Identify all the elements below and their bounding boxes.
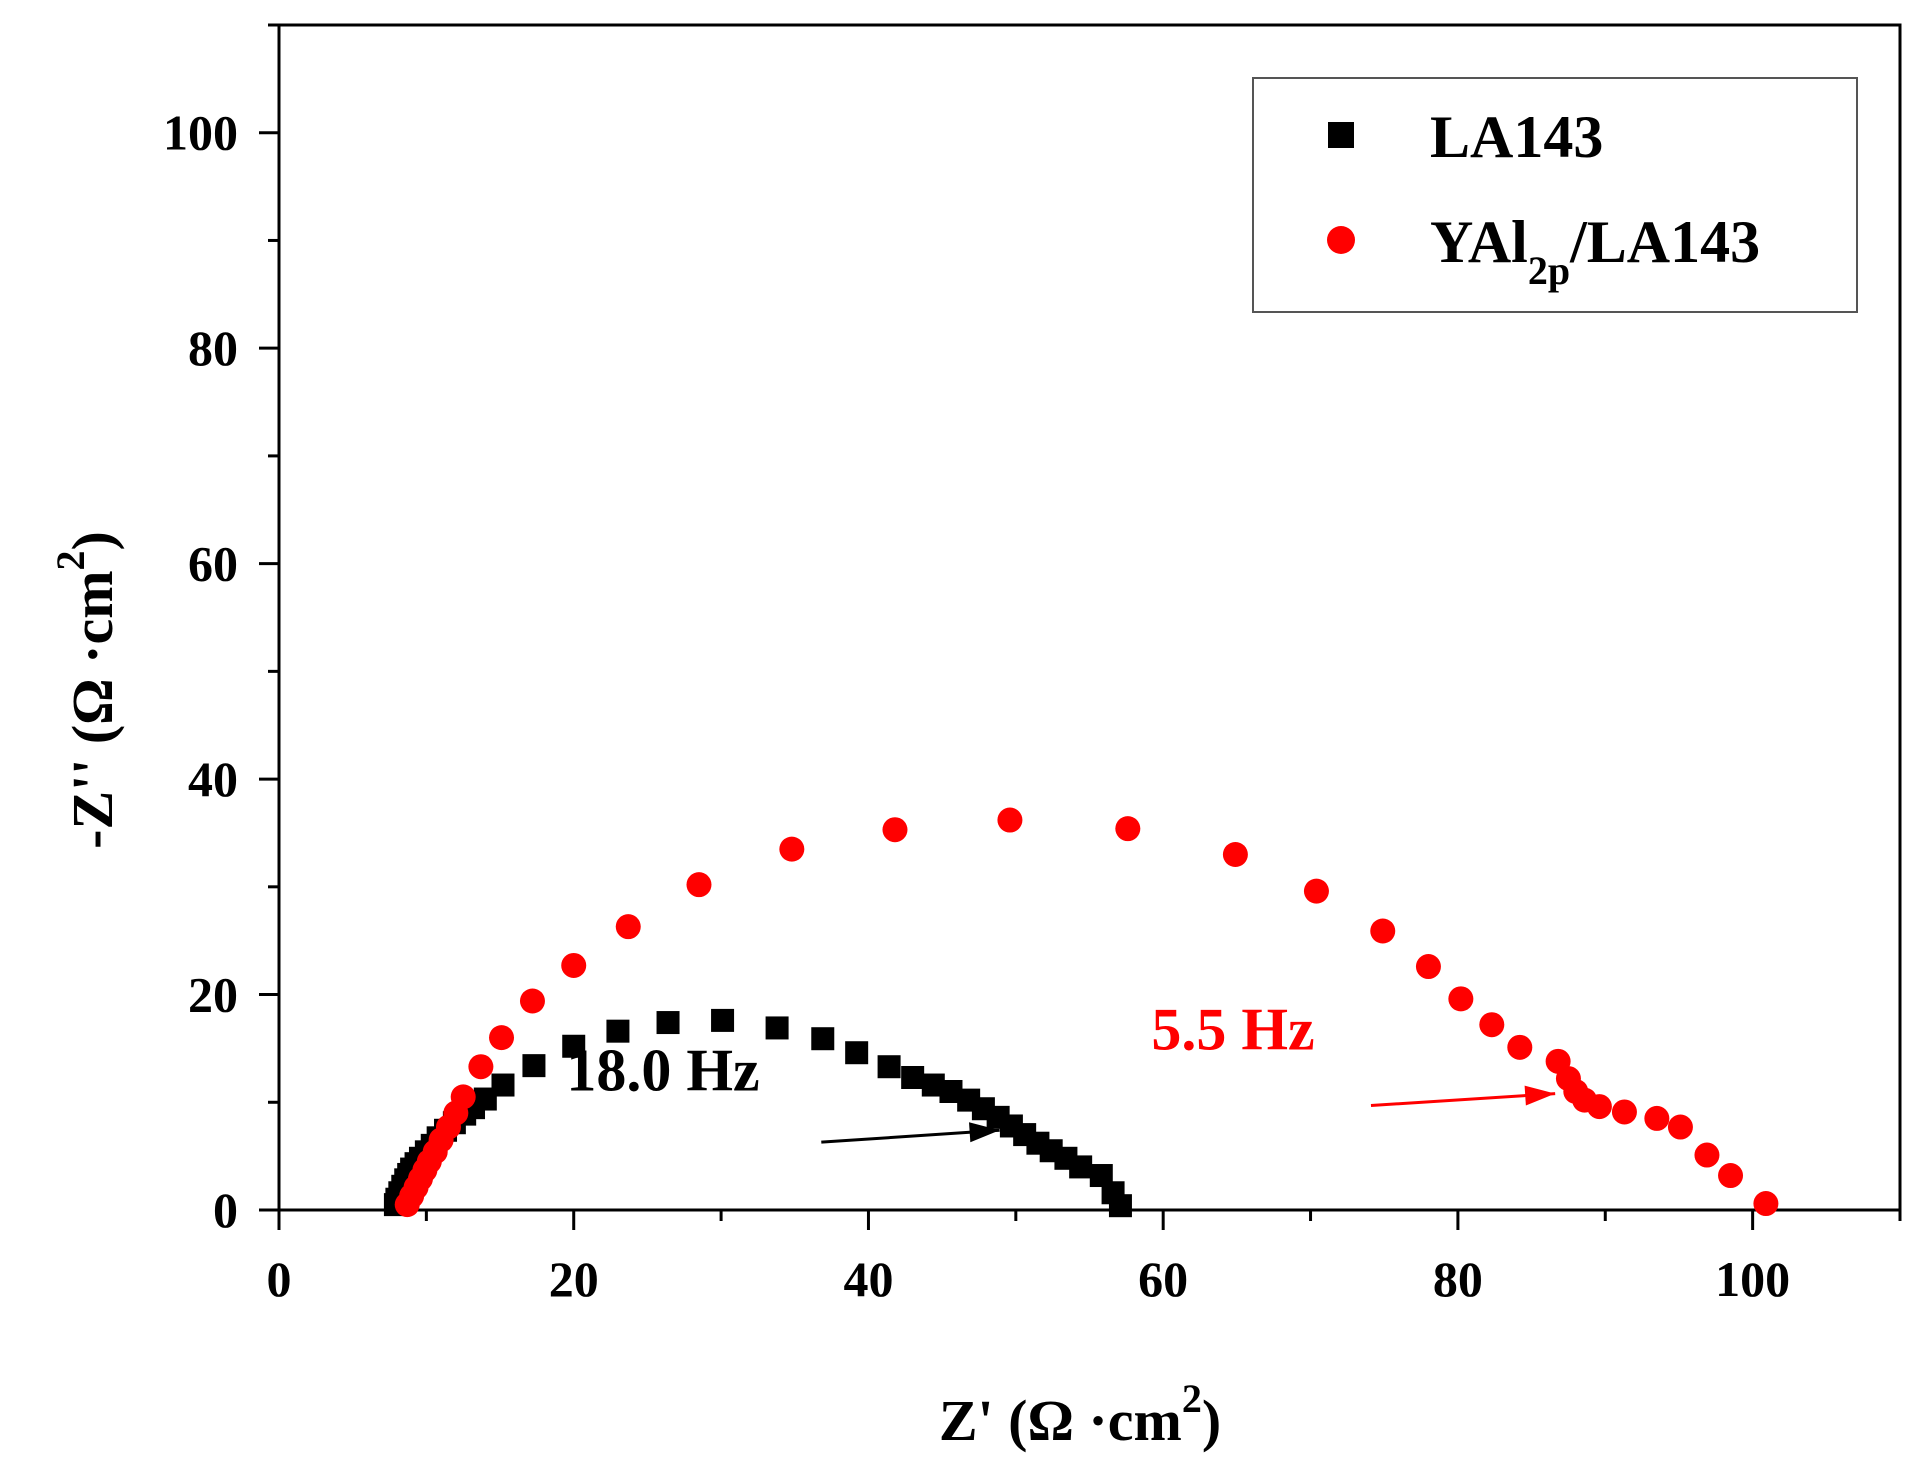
data-point	[1448, 986, 1474, 1012]
data-point	[1586, 1094, 1612, 1120]
legend-label-la143: LA143	[1430, 104, 1603, 170]
y-tick-label: 100	[163, 105, 238, 161]
data-point	[1415, 954, 1441, 980]
data-point	[656, 1011, 680, 1035]
y-tick-label: 80	[188, 320, 238, 376]
data-point	[473, 1087, 497, 1111]
data-point	[882, 817, 908, 843]
legend: LA143 YAl2p/LA143	[1252, 77, 1858, 313]
series-yal2p-la143	[394, 807, 1779, 1218]
data-point	[997, 807, 1023, 833]
data-point	[1370, 918, 1396, 944]
data-point	[779, 836, 805, 862]
plot-frame	[277, 23, 1902, 1212]
y-tick-label: 0	[213, 1182, 238, 1238]
data-point	[489, 1025, 515, 1051]
data-point	[845, 1041, 869, 1065]
data-point	[1718, 1163, 1744, 1189]
x-tick-label: 100	[1715, 1251, 1790, 1307]
data-point	[1303, 878, 1329, 904]
x-tick-label: 60	[1138, 1251, 1188, 1307]
frequency-arrowhead	[1524, 1085, 1556, 1106]
x-tick-label: 0	[267, 1251, 292, 1307]
data-point	[491, 1073, 515, 1097]
data-point	[1667, 1114, 1693, 1140]
data-point	[1108, 1194, 1132, 1218]
x-tick-label: 80	[1433, 1251, 1483, 1307]
y-tick-label: 20	[188, 967, 238, 1023]
data-point	[1115, 816, 1141, 842]
data-point	[606, 1019, 630, 1043]
legend-marker-square	[1328, 122, 1354, 148]
data-point	[1644, 1105, 1670, 1131]
data-point	[939, 1080, 963, 1103]
data-point	[1611, 1099, 1637, 1125]
data-point	[1694, 1142, 1720, 1168]
legend-label-yal2p-la143: YAl2p/LA143	[1430, 209, 1760, 293]
data-point	[686, 872, 712, 898]
series-layer	[383, 807, 1779, 1218]
y-tick-label: 60	[188, 536, 238, 592]
data-point	[1753, 1191, 1779, 1217]
frequency-label: 18.0 Hz	[566, 1037, 759, 1103]
frequency-arrow	[1370, 1092, 1556, 1108]
data-point	[765, 1016, 789, 1040]
annotation-layer: 18.0 Hz 5.5 Hz	[566, 996, 1556, 1144]
data-point	[1507, 1034, 1533, 1060]
y-axis: 0 20 40 60 80 100	[163, 23, 279, 1238]
data-point	[1479, 1012, 1505, 1038]
data-point	[519, 988, 545, 1014]
legend-box	[1252, 77, 1858, 313]
legend-marker-circle	[1327, 226, 1355, 254]
data-point	[522, 1054, 546, 1078]
data-point	[711, 1008, 735, 1032]
y-tick-label: 40	[188, 751, 238, 807]
data-point	[562, 1034, 586, 1058]
plot-area	[277, 23, 1902, 1212]
data-point	[1069, 1155, 1093, 1179]
frequency-arrowhead	[969, 1122, 1000, 1143]
data-point	[1222, 842, 1248, 867]
x-axis-title: Z' (Ω ·cm2)	[939, 1376, 1221, 1453]
axis-titles: Z' (Ω ·cm2) -Z'' (Ω ·cm2)	[48, 531, 1221, 1453]
data-point	[811, 1027, 835, 1051]
data-point	[921, 1073, 945, 1097]
y-axis-title: -Z'' (Ω ·cm2)	[48, 531, 125, 849]
x-tick-label: 20	[549, 1251, 599, 1307]
x-axis: 0 20 40 60 80 100	[267, 1210, 1902, 1307]
x-tick-label: 40	[843, 1251, 893, 1307]
data-point	[901, 1065, 925, 1089]
frequency-label: 5.5 Hz	[1151, 996, 1314, 1062]
data-point	[877, 1055, 901, 1079]
data-point	[450, 1084, 476, 1110]
data-point	[615, 914, 641, 940]
data-point	[561, 952, 587, 978]
data-point	[468, 1054, 494, 1080]
